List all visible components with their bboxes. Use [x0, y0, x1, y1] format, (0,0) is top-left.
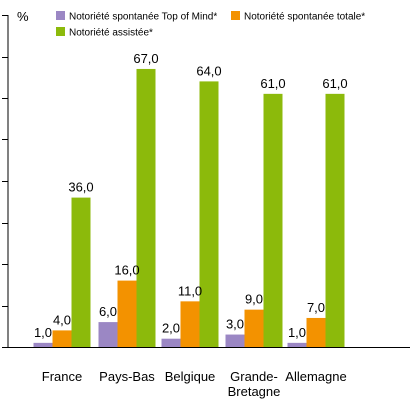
data-label: 6,0	[99, 304, 117, 319]
bar	[52, 330, 72, 347]
data-label: 61,0	[260, 76, 285, 91]
bar	[71, 197, 91, 347]
legend-label: Notoriété assistée*	[69, 28, 153, 39]
legend-swatch	[56, 11, 65, 20]
data-label: 7,0	[307, 300, 325, 315]
bar	[306, 317, 326, 347]
bar	[98, 322, 118, 347]
data-label: 11,0	[178, 283, 202, 298]
category-label: Pays-Bas	[99, 369, 155, 384]
bar	[136, 68, 156, 347]
data-label: 61,0	[322, 76, 347, 91]
category-label: Allemagne	[285, 369, 346, 384]
bar	[244, 309, 264, 347]
data-label: 36,0	[68, 180, 93, 195]
data-label: 1,0	[288, 325, 306, 340]
data-label: 67,0	[133, 51, 158, 66]
data-label: 9,0	[245, 292, 263, 307]
category-label: Grande-Bretagne	[228, 369, 281, 399]
legend-swatch	[231, 11, 240, 20]
axis-layer: %	[2, 9, 410, 348]
bar	[263, 93, 283, 347]
labels-layer: 1,06,02,0 3,01,04,016,011,09,07,036,067,0…	[34, 51, 348, 399]
bar	[33, 342, 53, 347]
data-label: 1,0	[34, 325, 52, 340]
bar	[161, 338, 181, 347]
bar	[325, 93, 345, 347]
bar	[287, 342, 307, 347]
bar	[117, 280, 137, 347]
legend: Notoriété spontanée Top of Mind* Notoriét…	[56, 11, 365, 39]
category-label: Belgique	[165, 369, 216, 384]
data-label: 4,0	[53, 312, 71, 327]
bars-layer	[33, 68, 345, 348]
data-label: 16,0	[114, 263, 139, 278]
data-label: 2,0	[162, 321, 180, 336]
legend-label: Notoriété spontanée totale*	[244, 12, 365, 23]
bar	[199, 81, 219, 348]
y-axis-label: %	[17, 9, 29, 24]
bar	[180, 301, 200, 347]
data-label: 64,0	[196, 63, 221, 78]
data-label: 3,0	[226, 317, 244, 332]
category-label: France	[42, 369, 82, 384]
legend-swatch	[56, 27, 65, 36]
bar	[225, 334, 245, 347]
legend-label: Notoriété spontanée Top of Mind*	[69, 12, 217, 23]
